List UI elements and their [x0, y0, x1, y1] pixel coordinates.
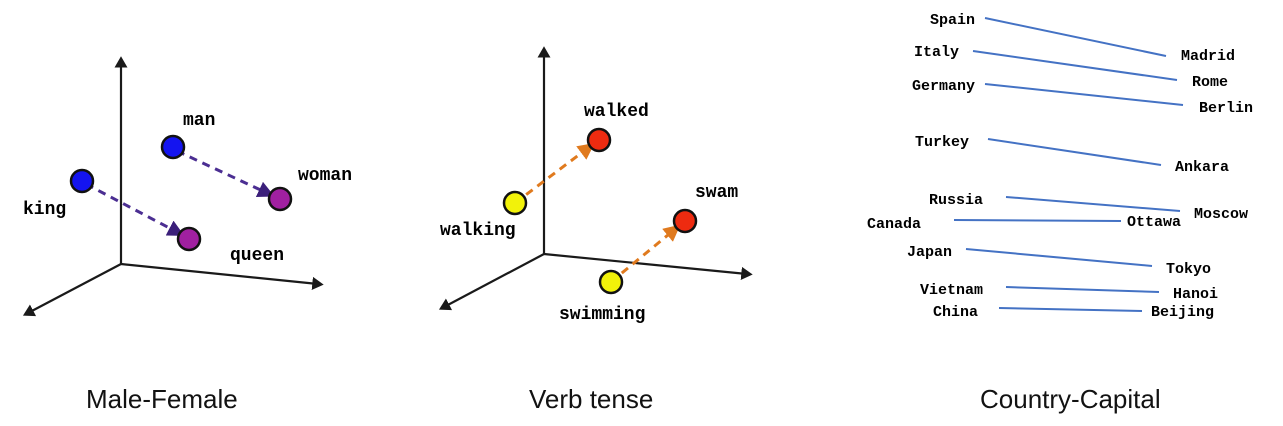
svg-text:man: man [183, 111, 215, 131]
svg-text:king: king [23, 200, 66, 220]
svg-text:Madrid: Madrid [1181, 48, 1235, 65]
svg-text:swam: swam [695, 183, 738, 203]
svg-text:Italy: Italy [914, 44, 959, 61]
svg-text:Spain: Spain [930, 12, 975, 29]
svg-text:Ankara: Ankara [1175, 159, 1229, 176]
svg-text:Japan: Japan [907, 244, 952, 261]
svg-text:Ottawa: Ottawa [1127, 214, 1181, 231]
svg-text:walking: walking [440, 221, 516, 241]
svg-text:Moscow: Moscow [1194, 206, 1248, 223]
svg-text:Berlin: Berlin [1199, 100, 1253, 117]
svg-text:Tokyo: Tokyo [1166, 261, 1211, 278]
svg-text:Beijing: Beijing [1151, 304, 1214, 321]
svg-text:Vietnam: Vietnam [920, 282, 983, 299]
svg-text:Canada: Canada [867, 216, 921, 233]
svg-text:queen: queen [230, 246, 284, 266]
svg-text:walked: walked [584, 102, 649, 122]
svg-text:Russia: Russia [929, 192, 983, 209]
svg-text:Rome: Rome [1192, 74, 1228, 91]
svg-text:Germany: Germany [912, 78, 975, 95]
svg-text:Turkey: Turkey [915, 134, 969, 151]
svg-text:Hanoi: Hanoi [1173, 286, 1218, 303]
svg-text:woman: woman [298, 166, 352, 186]
svg-text:China: China [933, 304, 978, 321]
svg-text:swimming: swimming [559, 305, 645, 325]
